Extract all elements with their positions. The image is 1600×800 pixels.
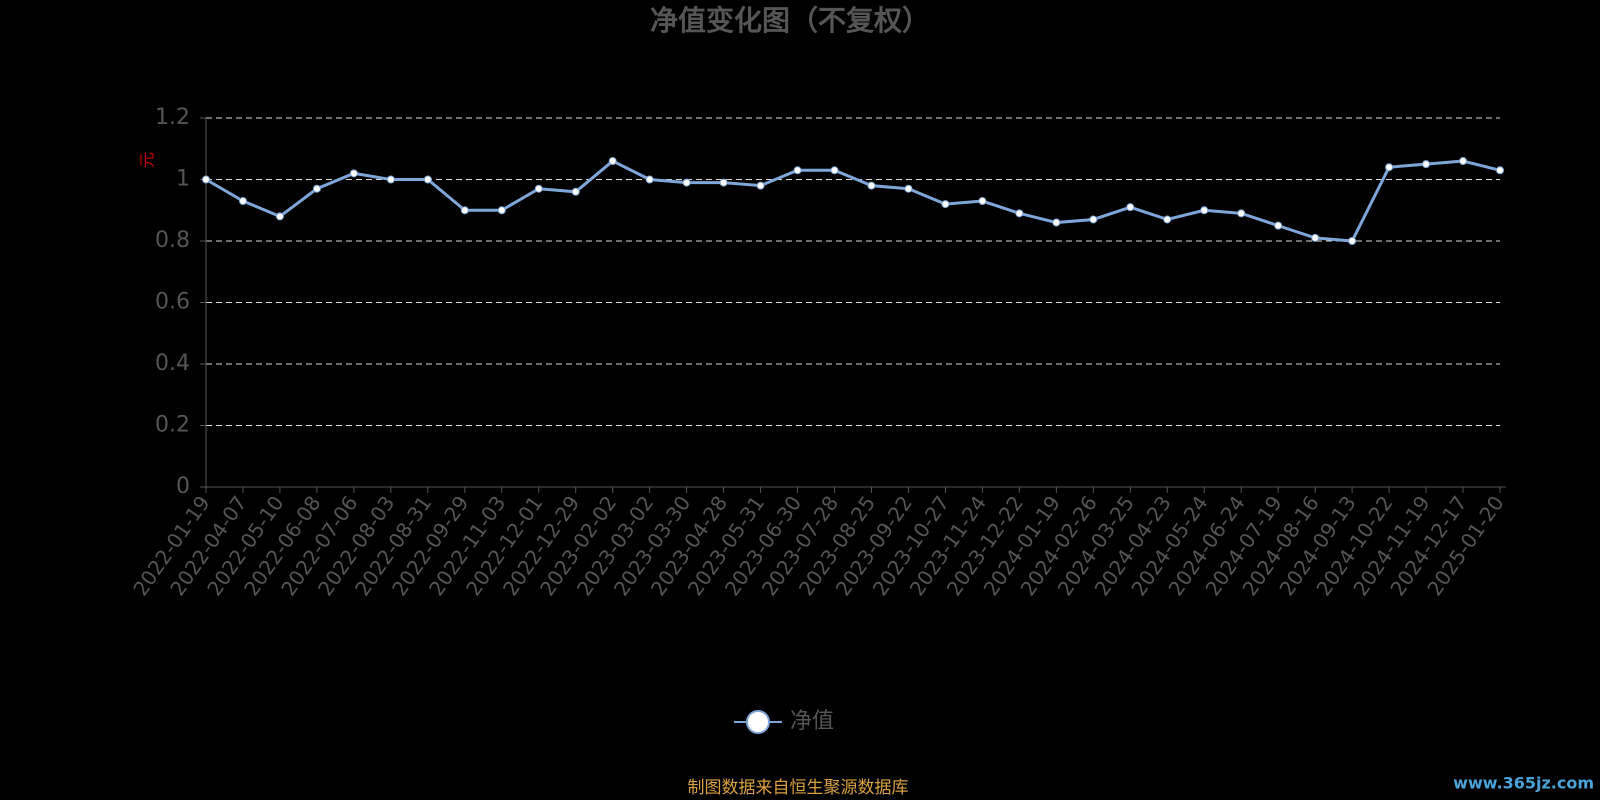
watermark: www.365jz.com (1453, 774, 1594, 793)
point (1385, 163, 1394, 172)
point (1163, 215, 1172, 224)
legend-marker (746, 710, 770, 734)
point (904, 184, 913, 193)
y-tick-label: 1 (176, 167, 190, 192)
point (608, 157, 617, 166)
source-note: 制图数据来自恒生聚源数据库 (688, 778, 909, 798)
y-tick-label: 0 (176, 474, 190, 499)
point (312, 184, 321, 193)
point (238, 197, 247, 206)
point (793, 166, 802, 175)
point (1237, 209, 1246, 218)
point (349, 169, 358, 178)
point (202, 175, 210, 184)
point (571, 187, 580, 196)
y-tick-label: 0.6 (155, 290, 190, 315)
point (534, 184, 543, 193)
point (941, 200, 950, 209)
point (978, 197, 987, 206)
point (756, 181, 765, 190)
point (1126, 203, 1135, 212)
y-tick-label: 0.2 (155, 413, 190, 438)
point (830, 166, 839, 175)
point (1496, 166, 1504, 175)
point (1200, 206, 1209, 215)
point (1348, 237, 1357, 245)
point (423, 175, 432, 184)
legend-label: 净值 (790, 709, 834, 734)
series-line (205, 159, 1501, 243)
y-tick-label: 1.2 (155, 105, 190, 130)
point (1015, 209, 1024, 218)
chart-title: 净值变化图（不复权） (650, 4, 930, 37)
point (645, 175, 654, 184)
point (1274, 221, 1283, 230)
point (1422, 160, 1431, 169)
point (1089, 215, 1098, 224)
point (1459, 157, 1468, 166)
y-axis-label: 元 (138, 152, 157, 168)
point (497, 206, 506, 215)
point (719, 178, 728, 187)
point (1311, 233, 1320, 242)
point (682, 178, 691, 187)
point (386, 175, 395, 184)
point (1052, 218, 1061, 227)
y-tick-label: 0.4 (155, 351, 190, 376)
point (275, 212, 284, 221)
y-tick-label: 0.8 (155, 228, 190, 253)
point (460, 206, 469, 215)
point (867, 181, 876, 190)
